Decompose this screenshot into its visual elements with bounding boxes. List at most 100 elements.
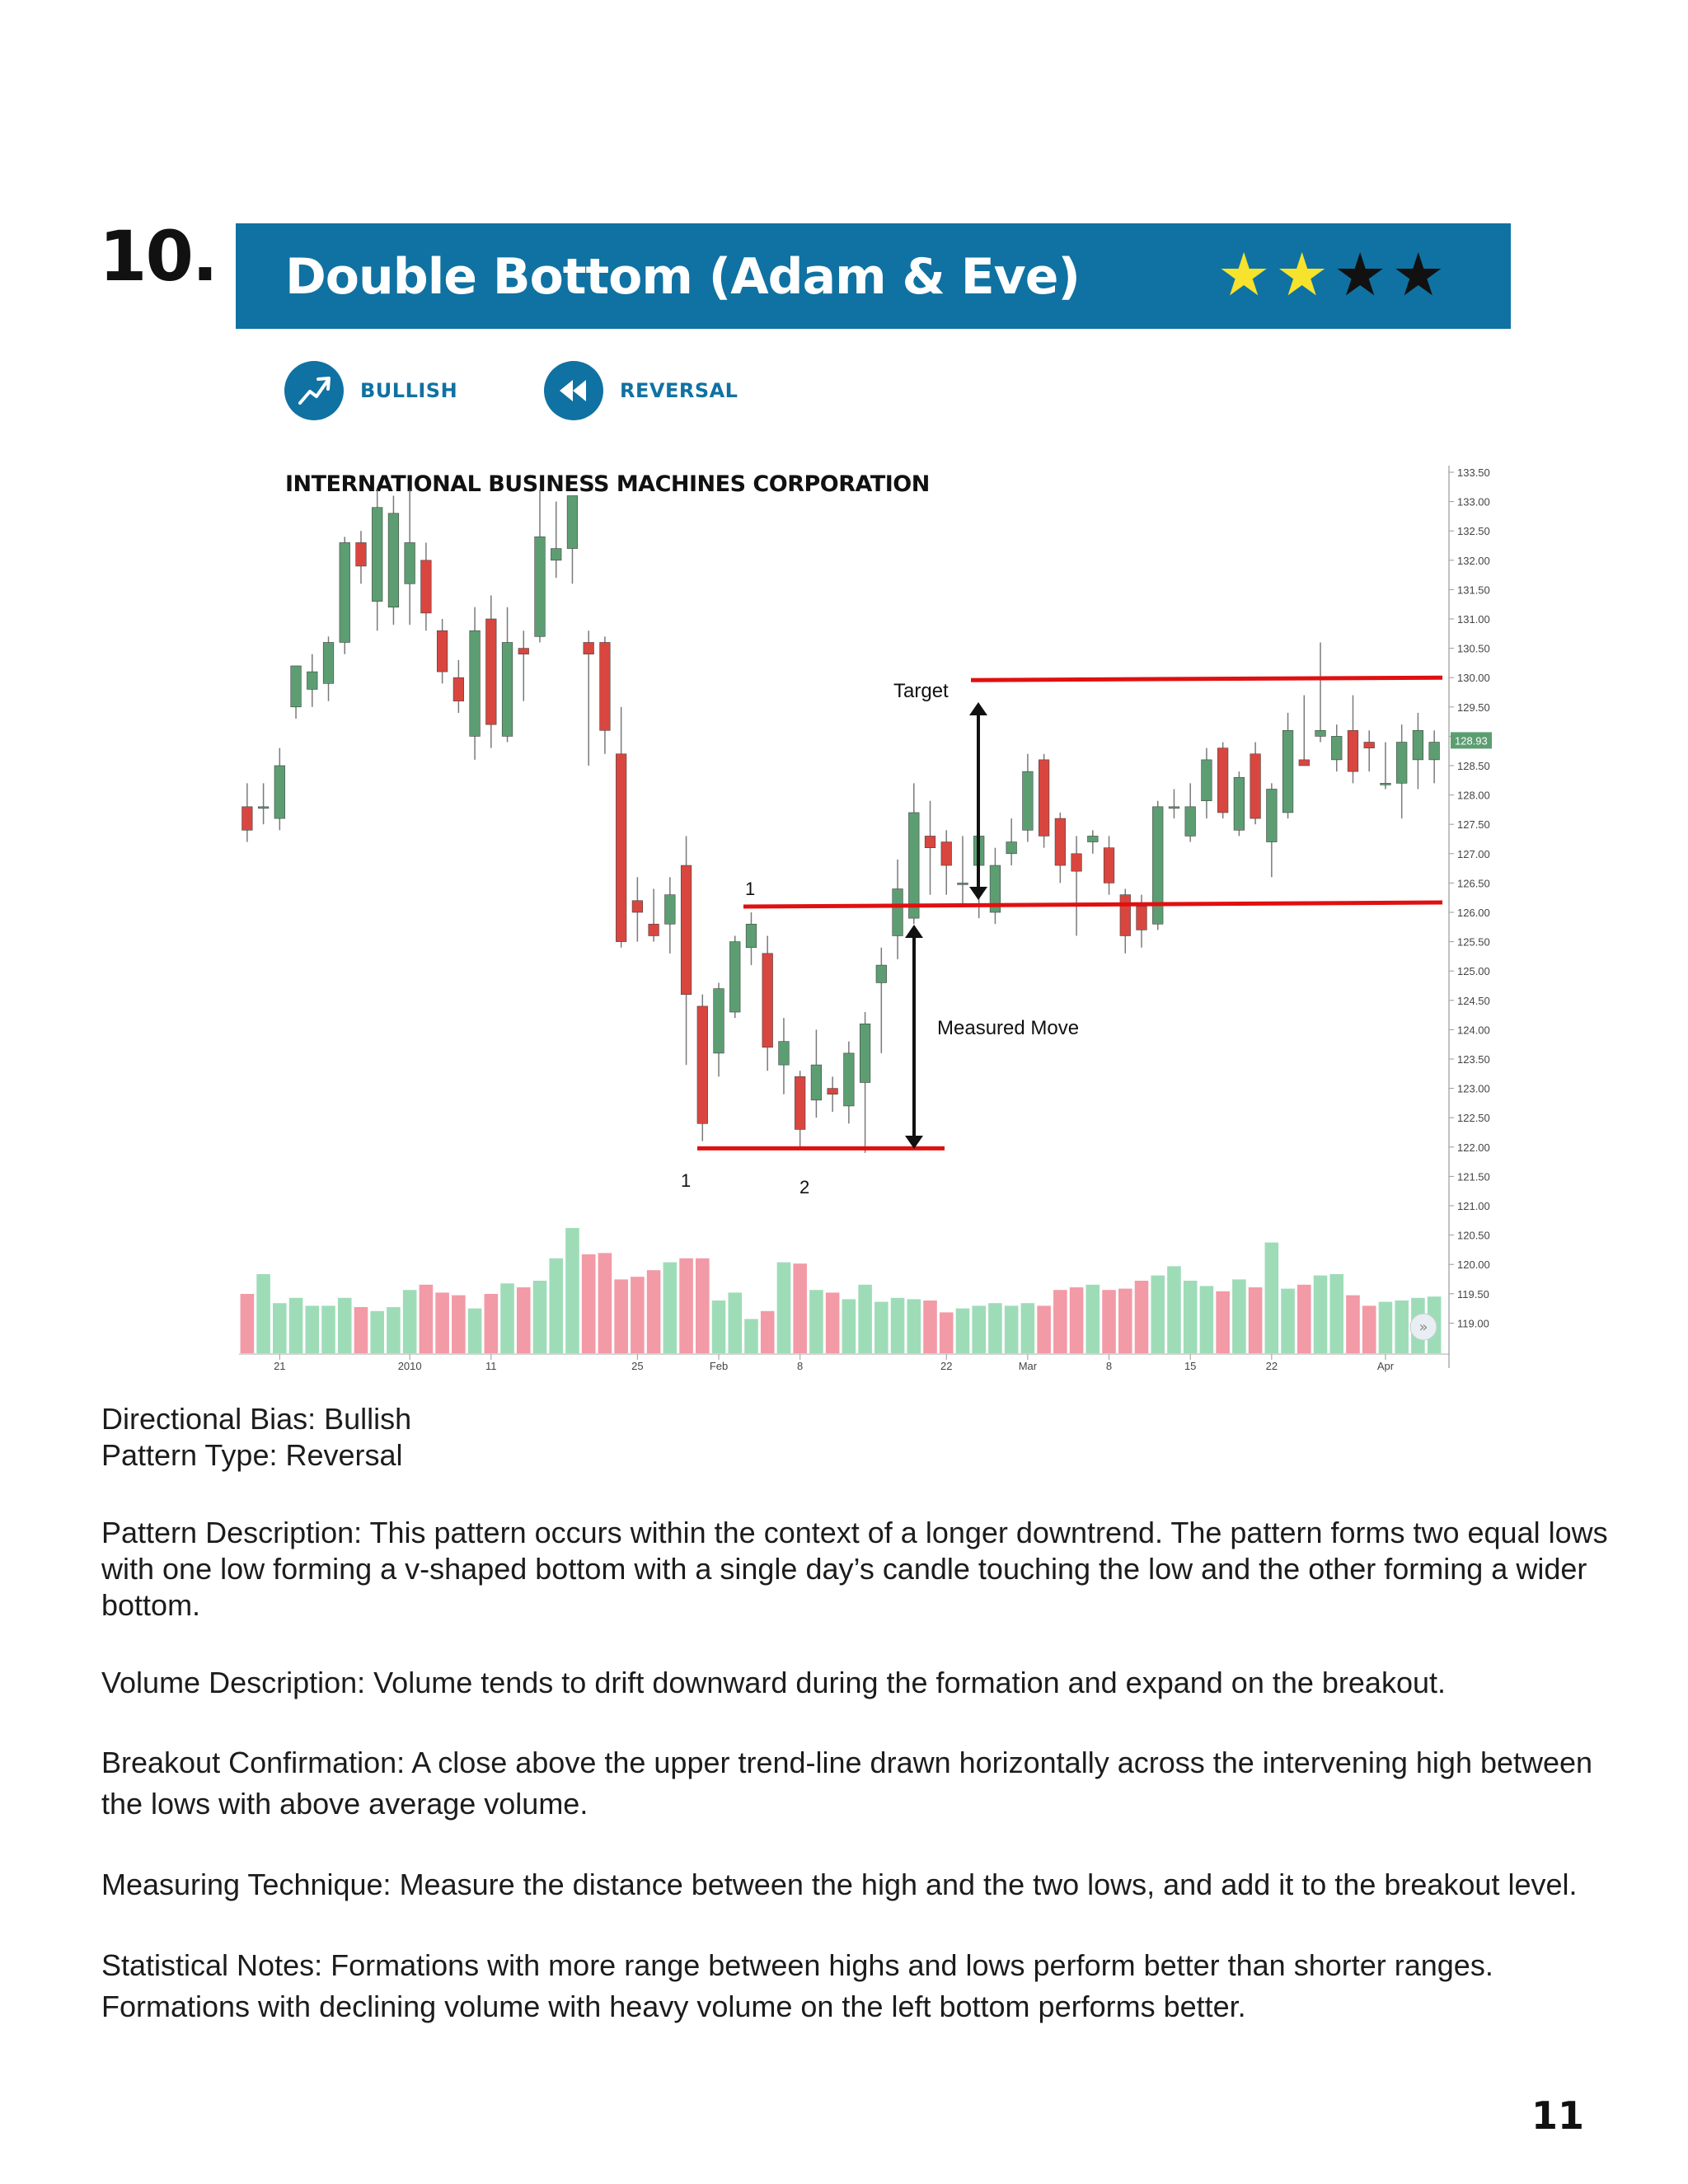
volume-bar [273,1303,287,1353]
candle-body [339,542,350,643]
pattern-description: Pattern Description: This pattern occurs… [101,1516,1608,1622]
trending-up-arrow-icon [284,361,344,420]
y-tick-label: 120.00 [1457,1258,1490,1271]
volume-bar [1020,1303,1035,1353]
volume-bar [1102,1290,1116,1353]
y-tick-label: 132.50 [1457,525,1490,537]
volume-bar [679,1258,693,1353]
volume-bar [370,1310,384,1353]
volume-bar [1037,1305,1051,1353]
breakout-line [743,900,1443,909]
candle-body [616,753,627,942]
y-tick-label: 121.50 [1457,1170,1490,1183]
candle-body [1054,818,1066,866]
x-tick-label: 2010 [398,1360,422,1372]
star-filled-icon: ★ [1217,242,1271,308]
candle-body [924,836,936,848]
y-tick-label: 128.50 [1457,760,1490,772]
volume-bar [500,1283,514,1353]
measuring-technique: Measuring Technique: Measure the distanc… [101,1868,1578,1901]
volume-bar [516,1287,531,1353]
candle-body [1022,771,1034,831]
volume-bar [696,1258,710,1353]
y-tick-label: 124.50 [1457,995,1490,1007]
volume-bar [1346,1295,1360,1353]
y-tick-label: 133.50 [1457,466,1490,479]
volume-bar [646,1270,661,1353]
volume-bar [1313,1275,1328,1353]
candle-body [648,923,659,936]
candle-body [404,542,415,584]
volume-bar [939,1312,954,1353]
x-tick-label: 22 [1266,1360,1278,1372]
x-tick-label: Mar [1019,1360,1038,1372]
candle-body [908,812,920,919]
volume-bar [728,1292,743,1353]
candle-body [762,953,773,1048]
candle-body [1071,853,1082,872]
volume-bar [240,1294,255,1353]
chart-canvas: INTERNATIONAL BUSINESS MACHINES CORPORAT… [239,466,1492,1372]
y-tick-label: 130.50 [1457,643,1490,655]
target-line [970,675,1443,682]
candle-body [810,1064,823,1101]
volume-bar [565,1228,579,1353]
candle-body [452,677,464,701]
volume-bar [1329,1274,1344,1353]
candle-body [583,642,594,655]
candle-body [729,941,741,1013]
y-tick-label: 123.00 [1457,1083,1490,1095]
volume-bar [354,1307,368,1353]
volume-bar [760,1310,775,1353]
volume-bar [1264,1242,1279,1353]
chart-title: INTERNATIONAL BUSINESS MACHINES CORPORAT… [285,471,930,497]
candle-body [372,507,383,602]
y-tick-label: 133.00 [1457,496,1490,509]
volume-bar [663,1262,678,1353]
type-tag-label: REVERSAL [620,379,738,402]
volume-bar [1151,1275,1165,1353]
volume-bar [1216,1291,1230,1353]
volume-bar [825,1292,840,1353]
volume-bar [1362,1305,1376,1353]
volume-bar [387,1307,401,1353]
volume-bar [972,1305,986,1353]
candle-body [1315,729,1326,737]
candle-body [1168,806,1180,809]
candle-body [1233,776,1245,831]
volume-bar [1248,1287,1263,1353]
x-tick-label: 25 [631,1360,643,1372]
y-tick-label: 119.00 [1457,1317,1489,1329]
volume-bar [1297,1284,1311,1353]
volume-bar [923,1301,937,1353]
page-number: 11 [1531,2093,1584,2138]
pattern-number: 10. [99,216,218,297]
candle-body [745,923,757,949]
star-filled-icon: ★ [1275,242,1329,308]
candle-body [1347,729,1359,772]
candle-body [599,642,611,731]
candle-body [1103,847,1115,883]
candle-body [566,495,579,549]
volume-bar [614,1279,628,1353]
volume-bar [1183,1281,1198,1353]
volume-bar [288,1297,303,1353]
candle-body [437,630,448,673]
target-label: Target [893,680,949,702]
volume-bar [1134,1281,1149,1353]
volume-bar [711,1301,726,1353]
candle-body [1201,759,1212,802]
directional-bias: Directional Bias: Bullish [101,1402,412,1436]
statistical-notes: Statistical Notes: Formations with more … [101,1948,1493,2023]
volume-bar [858,1284,872,1353]
volume-bar [1053,1290,1067,1353]
volume-bar [1118,1288,1132,1353]
price-chart: INTERNATIONAL BUSINESS MACHINES CORPORAT… [239,462,1500,1376]
candle-body [1184,806,1196,837]
star-empty-icon: ★ [1391,242,1445,308]
candle-body [274,765,285,819]
candle-body [1363,742,1375,748]
measured-move-arrow-head-bottom [905,1136,923,1149]
volume-bar [598,1253,612,1353]
y-tick-label: 128.00 [1457,790,1490,802]
